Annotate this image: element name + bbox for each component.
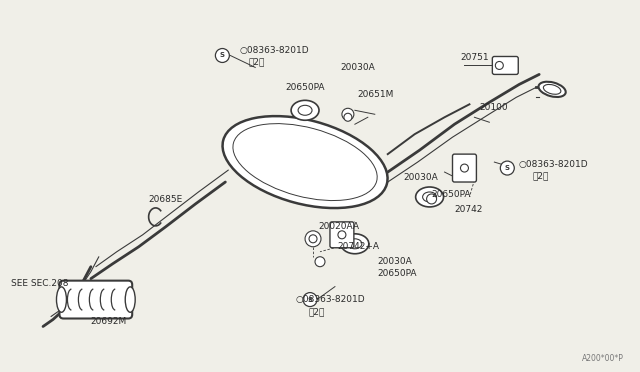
- Circle shape: [305, 231, 321, 247]
- Ellipse shape: [56, 287, 67, 312]
- Circle shape: [342, 108, 354, 120]
- Text: 20100: 20100: [479, 103, 508, 112]
- Text: 〈2〉: 〈2〉: [308, 307, 324, 316]
- Circle shape: [427, 194, 436, 204]
- Text: 20742: 20742: [454, 205, 483, 214]
- Ellipse shape: [291, 100, 319, 120]
- Circle shape: [216, 48, 229, 62]
- Ellipse shape: [422, 192, 436, 202]
- Circle shape: [309, 235, 317, 243]
- Circle shape: [495, 61, 503, 70]
- Circle shape: [460, 164, 468, 172]
- Text: A200*00*P: A200*00*P: [582, 355, 624, 363]
- Text: 〈2〉: 〈2〉: [248, 57, 265, 66]
- Text: 20651M: 20651M: [358, 90, 394, 99]
- Text: ○08363-8201D: ○08363-8201D: [295, 295, 365, 304]
- Text: 20650PA: 20650PA: [431, 190, 471, 199]
- Text: 20030A: 20030A: [378, 257, 413, 266]
- FancyBboxPatch shape: [452, 154, 476, 182]
- Ellipse shape: [543, 84, 561, 94]
- Text: ○08363-8201D: ○08363-8201D: [239, 46, 309, 55]
- Ellipse shape: [233, 124, 377, 201]
- Ellipse shape: [223, 116, 388, 208]
- FancyBboxPatch shape: [492, 57, 518, 74]
- Ellipse shape: [341, 234, 369, 254]
- Text: S: S: [308, 296, 312, 302]
- Circle shape: [303, 293, 317, 307]
- Ellipse shape: [298, 105, 312, 115]
- Ellipse shape: [538, 82, 566, 97]
- Circle shape: [344, 113, 352, 121]
- Text: 20692M: 20692M: [91, 317, 127, 326]
- Text: 20650PA: 20650PA: [285, 83, 324, 92]
- Text: 20030A: 20030A: [340, 63, 374, 72]
- Ellipse shape: [415, 187, 444, 207]
- Text: 〈2〉: 〈2〉: [532, 171, 548, 180]
- Ellipse shape: [348, 239, 362, 249]
- Text: SEE SEC.208: SEE SEC.208: [11, 279, 68, 288]
- Text: 20751: 20751: [460, 53, 489, 62]
- Text: 20020AA: 20020AA: [318, 222, 359, 231]
- Text: 20650PA: 20650PA: [378, 269, 417, 278]
- Circle shape: [500, 161, 515, 175]
- Text: 20030A: 20030A: [404, 173, 438, 182]
- Text: 20742+A: 20742+A: [337, 242, 379, 251]
- Text: S: S: [505, 165, 510, 171]
- Ellipse shape: [125, 287, 135, 312]
- Circle shape: [315, 257, 325, 267]
- Text: S: S: [220, 52, 225, 58]
- FancyBboxPatch shape: [330, 222, 354, 248]
- Circle shape: [338, 231, 346, 239]
- Text: 20685E: 20685E: [148, 195, 183, 205]
- Text: ○08363-8201D: ○08363-8201D: [518, 160, 588, 169]
- FancyBboxPatch shape: [60, 280, 132, 318]
